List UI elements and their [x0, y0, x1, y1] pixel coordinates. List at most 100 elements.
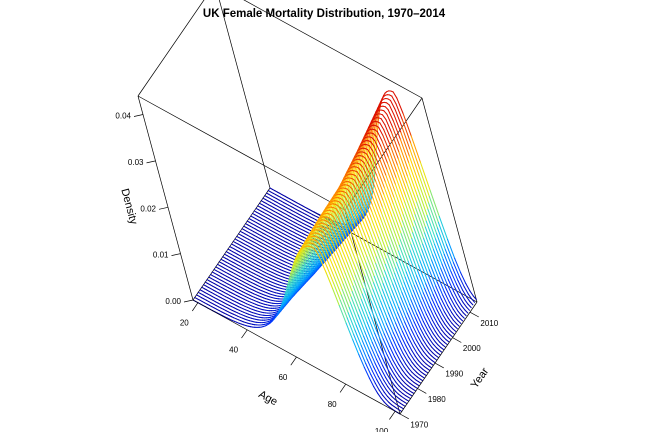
- density-curve-segment-2014: [469, 290, 474, 297]
- density-curve-segment-1990: [318, 263, 321, 268]
- density-curve-segment-1980: [414, 386, 418, 389]
- density-curve-segment-1996: [368, 171, 376, 188]
- density-curve-segment-1981: [302, 276, 305, 281]
- density-curve-segment-1983: [307, 269, 310, 274]
- density-curve-segment-1990: [330, 212, 333, 219]
- density-curve-segment-1975: [331, 247, 339, 263]
- density-curve-segment-1987: [411, 349, 416, 357]
- density-curve-segment-2000: [343, 224, 346, 231]
- density-curve-segment-2000: [348, 189, 351, 196]
- density-curve-segment-1989: [427, 360, 432, 364]
- density-curve-segment-1990: [352, 184, 359, 193]
- density-curve-segment-1977: [294, 284, 297, 290]
- density-curve-segment-1979: [361, 293, 370, 313]
- density-curve-segment-1984: [392, 332, 400, 345]
- density-curve-segment-2009: [425, 220, 436, 246]
- density-curve-segment-1970: [380, 397, 385, 403]
- density-curve-segment-1996: [432, 333, 438, 340]
- density-curve-segment-1980: [332, 215, 338, 225]
- density-curve-segment-1973: [402, 404, 406, 407]
- density-curve-segment-1972: [366, 358, 373, 372]
- density-curve-segment-1972: [389, 399, 394, 403]
- density-curve-segment-1999: [428, 305, 435, 318]
- density-curve-segment-2005: [450, 311, 456, 318]
- density-curve-segment-2008: [381, 114, 387, 120]
- density-curve-segment-2007: [380, 118, 386, 126]
- density-curve-segment-1989: [391, 289, 400, 309]
- density-curve-segment-1985: [314, 253, 317, 259]
- density-curve-segment-2014: [410, 135, 422, 164]
- density-curve-segment-1985: [309, 269, 313, 274]
- density-curve-segment-1992: [355, 175, 361, 183]
- density-curve-segment-1978: [385, 357, 391, 368]
- density-curve-segment-1993: [395, 267, 404, 289]
- density-curve-segment-1971: [288, 278, 292, 284]
- density-curve-segment-2004: [357, 163, 360, 171]
- density-curve-segment-1986: [344, 196, 350, 204]
- density-curve-segment-2009: [461, 305, 466, 311]
- density-curve-segment-1974: [297, 259, 300, 265]
- density-curve-segment-1978: [304, 250, 307, 256]
- density-curve-segment-1977: [292, 291, 295, 296]
- density-curve-segment-2003: [372, 133, 377, 137]
- density-curve-segment-2003: [420, 254, 429, 276]
- density-curve-segment-1976: [324, 227, 329, 234]
- density-curve-segment-2014: [402, 112, 412, 137]
- density-curve-segment-1973: [297, 254, 300, 260]
- density-curve-segment-1977: [395, 381, 400, 387]
- density-curve-segment-2013: [419, 168, 430, 198]
- density-curve-segment-1976: [297, 271, 300, 277]
- density-curve-segment-1970: [383, 401, 388, 406]
- density-curve-segment-1982: [390, 341, 397, 354]
- density-curve-segment-1979: [386, 354, 393, 365]
- density-curve-segment-1987: [396, 317, 403, 332]
- density-curve-segment-1995: [431, 336, 436, 343]
- density-curve-segment-1998: [407, 260, 417, 282]
- density-curve-segment-1982: [349, 238, 359, 258]
- density-curve-segment-1997: [362, 155, 366, 159]
- density-curve-segment-1991: [377, 236, 387, 260]
- density-curve-segment-1975: [289, 292, 292, 297]
- density-curve-segment-1980: [300, 278, 303, 283]
- density-curve-segment-2004: [428, 269, 437, 287]
- density-curve-segment-1993: [387, 246, 397, 269]
- density-curve-segment-1988: [416, 352, 421, 359]
- density-curve-segment-2008: [440, 268, 448, 285]
- density-curve-segment-1988: [403, 326, 410, 339]
- density-curve-segment-1996: [418, 305, 426, 319]
- density-curve-segment-1983: [401, 356, 407, 365]
- density-curve-segment-1987: [314, 261, 318, 267]
- density-curve-segment-1986: [359, 230, 369, 251]
- density-curve-segment-2003: [427, 274, 436, 292]
- density-curve-segment-1990: [356, 191, 364, 207]
- density-curve-segment-2009: [367, 145, 369, 153]
- density-curve-segment-1977: [345, 267, 354, 287]
- density-curve-segment-1972: [322, 250, 329, 264]
- density-curve-segment-2000: [448, 333, 453, 338]
- density-curve-segment-2012: [394, 108, 403, 127]
- density-curve-segment-1970: [377, 392, 382, 399]
- density-curve-segment-2006: [430, 259, 439, 279]
- density-curve-segment-1986: [347, 202, 355, 216]
- density-curve-segment-1990: [320, 256, 324, 262]
- density-curve-segment-1991: [363, 199, 372, 218]
- density-curve-segment-1982: [310, 250, 313, 257]
- density-curve-segment-1984: [386, 317, 394, 334]
- density-curve-segment-1984: [312, 255, 315, 261]
- density-curve-segment-1999: [371, 155, 378, 170]
- density-curve-segment-1970: [345, 322, 354, 341]
- density-curve-segment-2007: [390, 137, 399, 160]
- density-curve-segment-1973: [385, 388, 390, 395]
- density-curve-segment-1981: [305, 265, 308, 271]
- density-curve-segment-1989: [376, 249, 386, 272]
- age-tick-80-tick: [339, 383, 347, 393]
- density-curve-segment-1994: [388, 240, 398, 264]
- density-curve-segment-1973: [348, 306, 357, 326]
- density-curve-segment-2008: [424, 226, 435, 251]
- density-curve-segment-1974: [379, 372, 385, 382]
- density-curve-segment-1994: [425, 333, 431, 341]
- density-curve-segment-1970: [389, 406, 393, 410]
- density-curve-segment-2004: [445, 307, 451, 316]
- density-curve-segment-1974: [387, 385, 392, 392]
- density-curve-segment-1989: [417, 349, 423, 356]
